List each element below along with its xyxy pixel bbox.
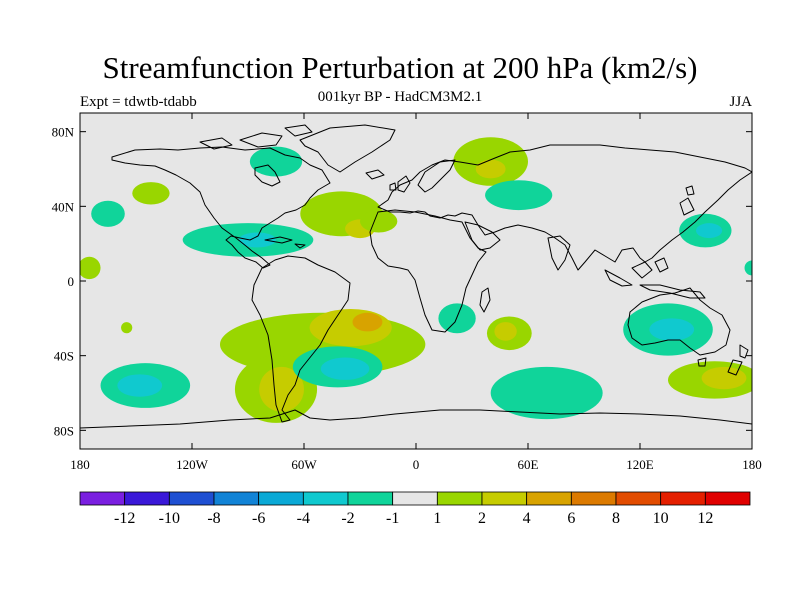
colorbar-label: 2 (478, 510, 486, 527)
colorbar-label: -2 (341, 510, 354, 527)
colorbar-label: 8 (612, 510, 620, 527)
colorbar-label: 1 (433, 510, 441, 527)
anomaly-region (490, 366, 603, 420)
anomaly-region (117, 374, 163, 397)
anomaly-region (744, 260, 752, 276)
y-tick-label: 80N (52, 125, 75, 140)
colorbar-label: 6 (567, 510, 575, 527)
axis-ticks: 180 120W 60W 0 60E 120E 180 80N 40N 0 40S 80S (52, 113, 762, 472)
y-tick-label: 80S (54, 423, 74, 438)
colorbar-swatch (168, 491, 215, 506)
y-tick-label: 40N (52, 199, 75, 214)
x-tick-label: 60E (518, 457, 539, 472)
colorbar-label: 12 (697, 510, 713, 527)
y-tick-label: 0 (68, 274, 75, 289)
anomaly-region (132, 182, 170, 205)
anomaly-region (238, 232, 276, 248)
colorbar-swatch (570, 491, 617, 506)
anomaly-region (91, 200, 125, 227)
colorbar-label: -6 (252, 510, 265, 527)
anomaly-region (696, 223, 723, 239)
colorbar: -12 -10 -8 -6 -4 -2 -1 1 2 4 6 8 10 12 (79, 491, 751, 527)
anomaly-region (121, 322, 133, 334)
map-bg-fill (80, 113, 752, 449)
colorbar-swatch (258, 491, 304, 506)
colorbar-swatch (79, 491, 126, 506)
colorbar-swatch (704, 491, 751, 506)
colorbar-swatch (213, 491, 260, 506)
anomaly-region (475, 159, 506, 179)
anomaly-region (259, 366, 304, 412)
x-tick-label: 120W (176, 457, 209, 472)
anomaly-region (485, 180, 553, 211)
anomaly-region (494, 322, 517, 341)
anomaly-region (249, 146, 303, 177)
colorbar-label: -10 (159, 510, 180, 527)
anomaly-region (320, 357, 370, 380)
x-tick-label: 180 (742, 457, 762, 472)
x-tick-label: 120E (626, 457, 654, 472)
anomaly-region (360, 210, 398, 233)
colorbar-swatch (526, 491, 572, 506)
anomaly-region (649, 318, 695, 341)
colorbar-label: -8 (207, 510, 220, 527)
colorbar-label: -12 (114, 510, 135, 527)
colorbar-swatch (615, 491, 662, 506)
colorbar-label: 4 (523, 510, 531, 527)
colorbar-swatch (660, 491, 706, 506)
x-tick-label: 180 (70, 457, 90, 472)
colorbar-label: -4 (297, 510, 310, 527)
y-tick-label: 40S (54, 349, 74, 364)
anomaly-region (352, 312, 383, 332)
x-tick-label: 0 (413, 457, 420, 472)
colorbar-swatch (347, 491, 394, 506)
map-background (80, 113, 752, 449)
colorbar-swatch (392, 491, 438, 506)
colorbar-swatch (302, 491, 349, 506)
anomaly-layer (80, 137, 752, 423)
colorbar-label: -1 (386, 510, 399, 527)
experiment-label: Expt = tdwtb-tdabb (80, 94, 197, 110)
colorbar-swatch (436, 491, 483, 506)
x-tick-label: 60W (291, 457, 317, 472)
colorbar-label: 10 (653, 510, 669, 527)
coastlines (80, 124, 752, 429)
season-label: JJA (729, 94, 752, 110)
colorbar-swatch (481, 491, 528, 506)
anomaly-region (701, 366, 747, 390)
anomaly-region (438, 303, 476, 334)
subtitle: 001kyr BP - HadCM3M2.1 (317, 89, 483, 105)
page-title: Streamfunction Perturbation at 200 hPa (… (102, 50, 698, 85)
anomaly-region (80, 256, 101, 280)
colorbar-swatch (124, 491, 170, 506)
